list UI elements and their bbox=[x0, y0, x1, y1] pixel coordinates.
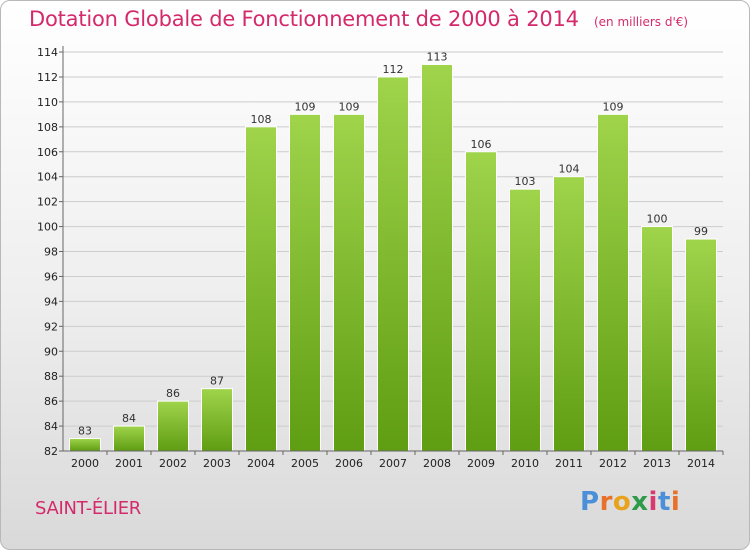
logo-letter: P bbox=[580, 487, 600, 517]
x-tick-label: 2000 bbox=[71, 457, 99, 470]
y-tick-label: 104 bbox=[37, 171, 58, 184]
logo-letter: t bbox=[657, 487, 671, 517]
bar bbox=[509, 188, 541, 452]
y-tick-label: 112 bbox=[37, 71, 58, 84]
y-tick-label: 84 bbox=[44, 420, 58, 433]
y-tick-label: 106 bbox=[37, 146, 58, 159]
logo-letter: o bbox=[612, 487, 632, 517]
bar bbox=[597, 113, 629, 452]
x-tick-label: 2007 bbox=[379, 457, 407, 470]
y-tick-label: 92 bbox=[44, 320, 58, 333]
bar bbox=[113, 425, 145, 452]
data-label: 113 bbox=[427, 50, 448, 63]
data-label: 108 bbox=[251, 113, 272, 126]
y-tick-label: 96 bbox=[44, 270, 58, 283]
data-label: 103 bbox=[515, 175, 536, 188]
bar bbox=[553, 176, 585, 452]
bar bbox=[69, 438, 101, 452]
x-tick-label: 2009 bbox=[467, 457, 495, 470]
chart-unit: (en milliers d'€) bbox=[593, 15, 689, 29]
bar bbox=[685, 238, 717, 452]
data-label: 83 bbox=[78, 425, 92, 438]
logo-letter: r bbox=[599, 487, 613, 517]
x-tick-label: 2004 bbox=[247, 457, 275, 470]
x-tick-label: 2011 bbox=[555, 457, 583, 470]
x-tick-label: 2012 bbox=[599, 457, 627, 470]
chart-title: Dotation Globale de Fonctionnement de 20… bbox=[29, 7, 579, 31]
y-tick-label: 82 bbox=[44, 445, 58, 458]
x-tick-label: 2005 bbox=[291, 457, 319, 470]
data-label: 106 bbox=[471, 138, 492, 151]
y-tick-label: 102 bbox=[37, 196, 58, 209]
proxiti-logo[interactable]: Proxiti bbox=[580, 487, 680, 517]
bar bbox=[377, 76, 409, 452]
bar bbox=[289, 113, 321, 452]
data-label: 112 bbox=[383, 63, 404, 76]
data-label: 99 bbox=[694, 225, 708, 238]
x-tick-label: 2013 bbox=[643, 457, 671, 470]
data-label: 109 bbox=[603, 100, 624, 113]
y-tick-label: 98 bbox=[44, 246, 58, 259]
bar bbox=[201, 388, 233, 452]
data-label: 87 bbox=[210, 375, 224, 388]
y-tick-label: 90 bbox=[44, 345, 58, 358]
x-tick-label: 2001 bbox=[115, 457, 143, 470]
data-label: 84 bbox=[122, 412, 136, 425]
y-tick-label: 100 bbox=[37, 221, 58, 234]
axes: 82 84 86 88 90 92 94 96 98 100 102 104 106 108 110 112 1… bbox=[37, 46, 724, 470]
y-tick-label: 94 bbox=[44, 295, 58, 308]
data-label: 86 bbox=[166, 387, 180, 400]
chart-title-block: Dotation Globale de Fonctionnement de 20… bbox=[29, 7, 688, 31]
bar bbox=[245, 126, 277, 452]
town-name: SAINT-ÉLIER bbox=[35, 498, 141, 519]
y-tick-label: 88 bbox=[44, 370, 58, 383]
data-labels: 83 84 86 87 108 109 109 112 113 106 103 104 109 100 99 bbox=[78, 50, 708, 437]
x-tick-label: 2014 bbox=[687, 457, 715, 470]
logo-letter: i bbox=[648, 487, 658, 517]
y-tick-label: 108 bbox=[37, 121, 58, 134]
y-tick-label: 86 bbox=[44, 395, 58, 408]
bar bbox=[421, 63, 453, 452]
logo-letter: x bbox=[631, 487, 649, 517]
x-tick-label: 2006 bbox=[335, 457, 363, 470]
bars bbox=[69, 63, 717, 452]
data-label: 104 bbox=[559, 163, 580, 176]
data-label: 109 bbox=[339, 100, 360, 113]
x-tick-label: 2008 bbox=[423, 457, 451, 470]
data-label: 109 bbox=[295, 100, 316, 113]
bar bbox=[157, 400, 189, 452]
bar bbox=[333, 113, 365, 452]
y-tick-label: 114 bbox=[37, 46, 58, 59]
logo-letter: i bbox=[670, 487, 681, 517]
data-label: 100 bbox=[647, 213, 668, 226]
bar bbox=[641, 226, 673, 452]
bar bbox=[465, 151, 497, 452]
x-tick-label: 2002 bbox=[159, 457, 187, 470]
y-tick-label: 110 bbox=[37, 96, 58, 109]
x-tick-label: 2003 bbox=[203, 457, 231, 470]
x-tick-label: 2010 bbox=[511, 457, 539, 470]
